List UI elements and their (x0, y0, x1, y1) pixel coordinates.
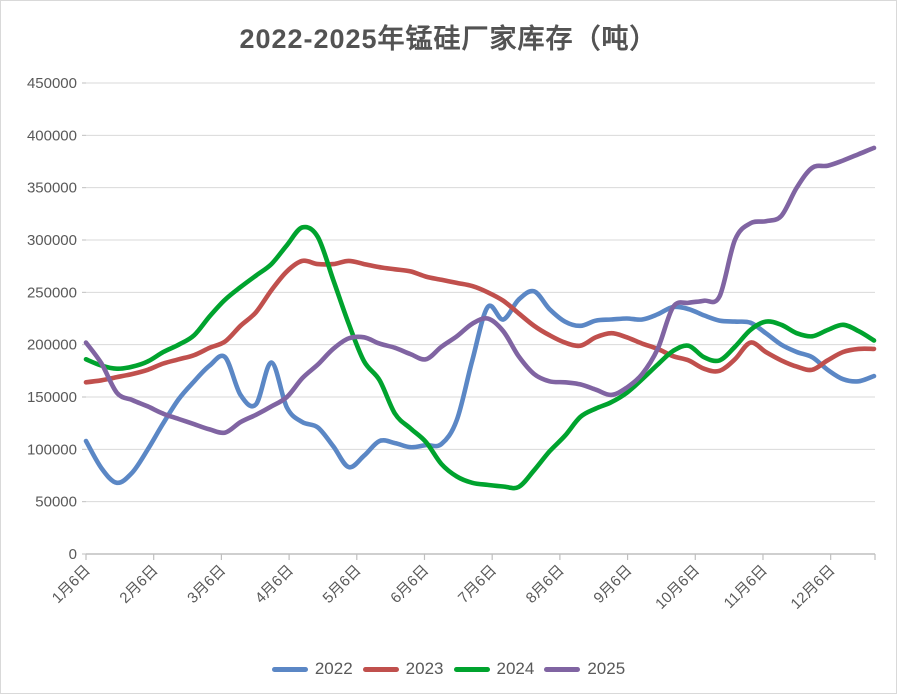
y-axis-label: 450000 (27, 75, 77, 92)
legend-item-2022: 2022 (271, 659, 353, 679)
series-line-2023 (83, 258, 877, 385)
y-axis-label: 400000 (27, 127, 77, 144)
x-axis-label: 9月6日 (590, 562, 635, 607)
legend-swatch-2023 (362, 666, 399, 672)
y-axis-label: 50000 (35, 494, 77, 511)
legend-item-2025: 2025 (544, 659, 625, 679)
legend-label-2022: 2022 (314, 659, 353, 678)
x-axis-label: 6月6日 (387, 562, 432, 607)
x-axis-label: 4月6日 (252, 562, 297, 607)
legend-swatch-2022 (271, 666, 308, 672)
legend-item-2024: 2024 (453, 659, 535, 679)
y-axis-label: 200000 (27, 337, 77, 354)
y-axis-label: 0 (69, 546, 77, 563)
x-axis-label: 11月6日 (721, 562, 771, 612)
x-axis-label: 10月6日 (652, 562, 703, 613)
series-line-2022 (83, 288, 877, 486)
x-axis-label: 8月6日 (523, 562, 568, 607)
y-axis-label: 350000 (27, 180, 77, 197)
x-axis-label: 2月6日 (116, 562, 161, 607)
legend-swatch-2025 (544, 666, 581, 672)
legend-label-2023: 2023 (405, 659, 444, 678)
y-axis-label: 300000 (27, 232, 77, 249)
y-axis-label: 150000 (27, 389, 77, 406)
series-line-2024 (83, 224, 877, 491)
y-axis-label: 100000 (27, 441, 77, 458)
x-axis-label: 5月6日 (320, 562, 365, 607)
legend-label-2025: 2025 (587, 659, 626, 678)
legend-swatch-2024 (453, 666, 490, 672)
chart-title: 2022-2025年锰硅厂家库存（吨） (239, 24, 658, 54)
y-axis-label: 250000 (27, 284, 77, 301)
x-axis-label: 7月6日 (455, 562, 500, 607)
legend-item-2023: 2023 (362, 659, 444, 679)
legend-label-2024: 2024 (496, 659, 535, 678)
chart-legend: 2022 2023 2024 2025 (1, 659, 896, 679)
x-axis-label: 12月6日 (788, 562, 839, 613)
x-axis-label: 3月6日 (184, 562, 229, 607)
series-line-2025 (83, 145, 877, 436)
x-axis-label: 1月6日 (49, 562, 94, 607)
